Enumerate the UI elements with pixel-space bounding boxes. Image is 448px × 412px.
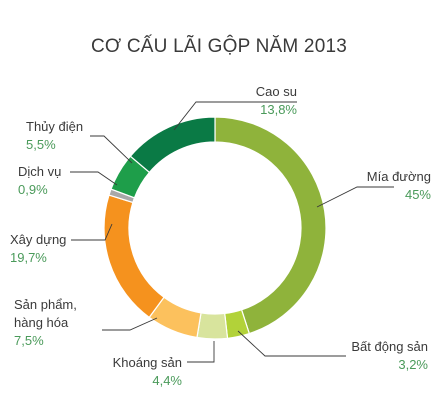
slice-value-dich-vu: 0,9%: [18, 182, 48, 197]
slice-value-cao-su: 13,8%: [260, 102, 297, 117]
slice-xay-dung: [103, 194, 165, 319]
slice-label-dich-vu: Dịch vụ: [18, 164, 61, 179]
slice-value-khoang-san: 4,4%: [152, 373, 182, 388]
leader-line-khoang-san: [187, 341, 215, 363]
donut-slices: [103, 116, 327, 340]
slice-value-bat-dong-san: 3,2%: [398, 357, 428, 372]
slice-label-san-pham-line2: hàng hóa: [14, 315, 69, 330]
leader-line-bat-dong-san: [237, 330, 346, 357]
leader-line-cao-su: [173, 101, 297, 131]
slice-label-cao-su: Cao su: [256, 84, 297, 99]
slice-value-xay-dung: 19,7%: [10, 250, 47, 265]
slice-label-mia-duong: Mía đường: [367, 169, 431, 184]
slice-cao-su: [129, 116, 216, 174]
slice-label-xay-dung: Xây dựng: [10, 232, 66, 247]
slice-khoang-san: [196, 312, 229, 340]
slice-value-san-pham: 7,5%: [14, 333, 44, 348]
slice-mia-duong: [214, 116, 327, 335]
leader-line-mia-duong: [316, 186, 394, 208]
chart-title: CƠ CẤU LÃI GỘP NĂM 2013: [91, 35, 347, 57]
slice-value-thuy-dien: 5,5%: [26, 137, 56, 152]
leader-line-san-pham: [102, 317, 158, 331]
slice-label-khoang-san: Khoáng sản: [113, 355, 182, 370]
leader-line-xay-dung: [71, 223, 113, 241]
slice-label-thuy-dien: Thủy điện: [26, 119, 83, 134]
slice-label-bat-dong-san: Bất động sản: [351, 339, 428, 354]
leader-line-thuy-dien: [90, 135, 133, 164]
slice-label-san-pham: Sản phẩm,: [14, 297, 77, 312]
leader-line-dich-vu: [70, 171, 118, 186]
slice-value-mia-duong: 45%: [405, 187, 431, 202]
slice-labels: Mía đường 45% Bất động sản 3,2% Khoáng sản 4,…: [10, 84, 431, 388]
